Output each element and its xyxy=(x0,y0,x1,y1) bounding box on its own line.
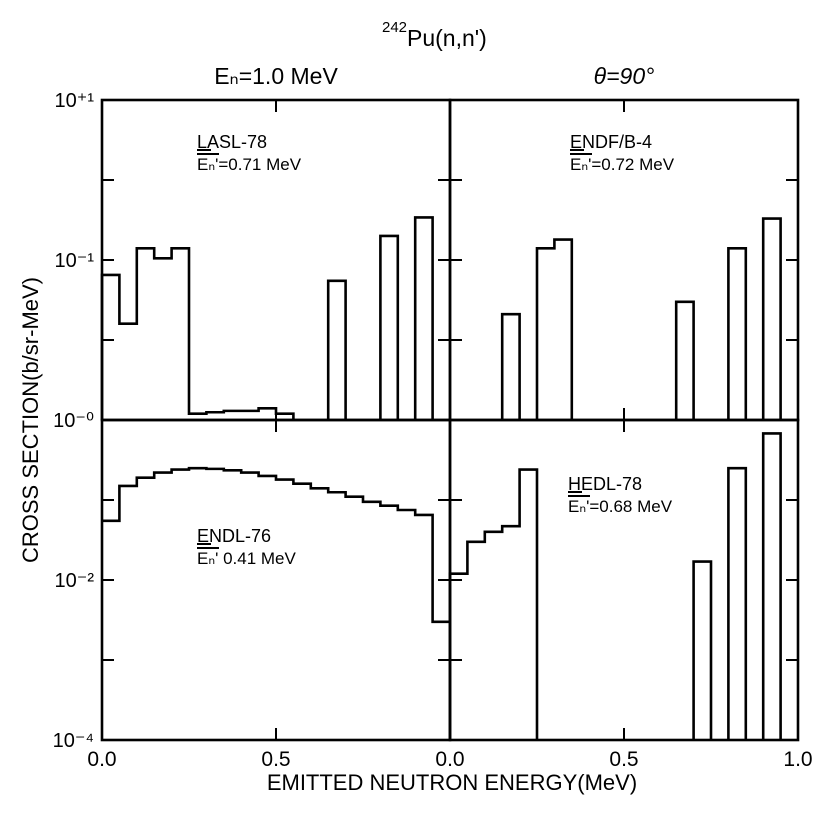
histogram-bin xyxy=(763,433,780,740)
chart-title: 242 Pu(n,n') xyxy=(382,19,487,51)
y-tick-labels: 10⁺¹ 10⁻¹ 10⁻⁰ 10⁻² 10⁻⁴ xyxy=(53,90,95,752)
histogram-bar-group xyxy=(413,216,434,420)
panel-endl-76: ENDL-76 Eₙ' 0.41 MeV xyxy=(100,418,452,742)
histogram-bin xyxy=(119,324,136,420)
x-tick-label: 1.0 xyxy=(783,748,812,771)
histogram-bar-group xyxy=(727,247,748,420)
y-tick-label: 10⁻⁰ xyxy=(53,410,94,432)
histogram-bin xyxy=(502,526,519,740)
histogram-bin xyxy=(502,314,519,420)
condition-right-label: θ=90° xyxy=(594,63,655,89)
y-tick-label: 10⁻² xyxy=(55,570,95,592)
y-tick-label: 10⁺¹ xyxy=(55,90,95,112)
histogram-bin xyxy=(728,248,745,420)
y-tick-label: 10⁻⁴ xyxy=(53,730,94,752)
histogram-bar-group xyxy=(326,279,347,420)
x-tick-label: 0.0 xyxy=(87,748,116,771)
histogram-bin xyxy=(137,248,154,420)
panel-hedl-78: HEDL-78 Eₙ'=0.68 MeV xyxy=(448,418,800,742)
histogram-bin xyxy=(154,258,171,420)
histogram-bin xyxy=(728,468,745,740)
histogram-bin xyxy=(537,248,554,420)
histogram-bar-group xyxy=(448,468,539,740)
panel-lasl-78: LASL-78 Eₙ'=0.71 MeV xyxy=(100,98,452,422)
condition-left-label: Eₙ=1.0 MeV xyxy=(214,63,338,89)
title-main: Pu(n,n') xyxy=(407,25,487,51)
panel-endf-b-4: ENDF/B-4 Eₙ'=0.72 MeV xyxy=(448,98,800,422)
histogram-bin xyxy=(224,411,241,420)
panel-label: LASL-78 xyxy=(197,132,267,152)
histogram-bar-group xyxy=(761,432,782,740)
histogram-bin xyxy=(241,411,258,420)
panel-label: HEDL-78 xyxy=(568,474,642,494)
histogram-bin xyxy=(694,562,711,740)
panel-label: ENDF/B-4 xyxy=(570,132,652,152)
histogram-bin xyxy=(172,248,189,420)
mean-energy-label: Eₙ'=0.71 MeV xyxy=(197,155,302,174)
x-axis-label: EMITTED NEUTRON ENERGY(MeV) xyxy=(267,770,637,795)
histogram-bin xyxy=(676,302,693,420)
histogram-step-line xyxy=(102,466,450,624)
x-tick-label: 0.5 xyxy=(261,748,290,771)
histogram-bar-group xyxy=(674,300,695,420)
panel-frame xyxy=(100,418,452,742)
histogram-bar-group xyxy=(692,560,713,740)
histogram-bin xyxy=(380,236,397,420)
histogram-bar-group xyxy=(727,466,748,740)
histogram-bin xyxy=(520,470,537,740)
histogram-bar-group xyxy=(535,238,574,420)
histogram-bin xyxy=(450,574,467,740)
histogram-bar-group xyxy=(761,217,782,420)
y-tick-label: 10⁻¹ xyxy=(55,250,95,272)
histogram-bin xyxy=(415,217,432,420)
histogram-bin xyxy=(554,240,571,420)
histogram-bar-group xyxy=(500,312,521,420)
mean-energy-label: Eₙ'=0.68 MeV xyxy=(568,497,673,516)
mean-energy-label: Eₙ' 0.41 MeV xyxy=(197,549,297,568)
x-tick-label: 0.5 xyxy=(609,748,638,771)
histogram-bin xyxy=(259,408,276,420)
histogram-bar-group xyxy=(379,234,400,420)
title-superscript: 242 xyxy=(382,19,407,36)
mean-energy-label: Eₙ'=0.72 MeV xyxy=(570,155,675,174)
histogram-bin xyxy=(485,532,502,740)
histogram-bar-group xyxy=(100,247,295,420)
y-axis-label: CROSS SECTION(b/sr-MeV) xyxy=(18,277,43,563)
x-tick-label: 0.0 xyxy=(435,748,464,771)
x-tick-labels: 0.0 0.5 0.0 0.5 1.0 xyxy=(87,748,812,771)
histogram-bin xyxy=(763,219,780,420)
panel-label: ENDL-76 xyxy=(197,526,271,546)
histogram-bin xyxy=(102,275,119,420)
histogram-bin xyxy=(467,542,484,740)
histogram-bin xyxy=(328,281,345,420)
